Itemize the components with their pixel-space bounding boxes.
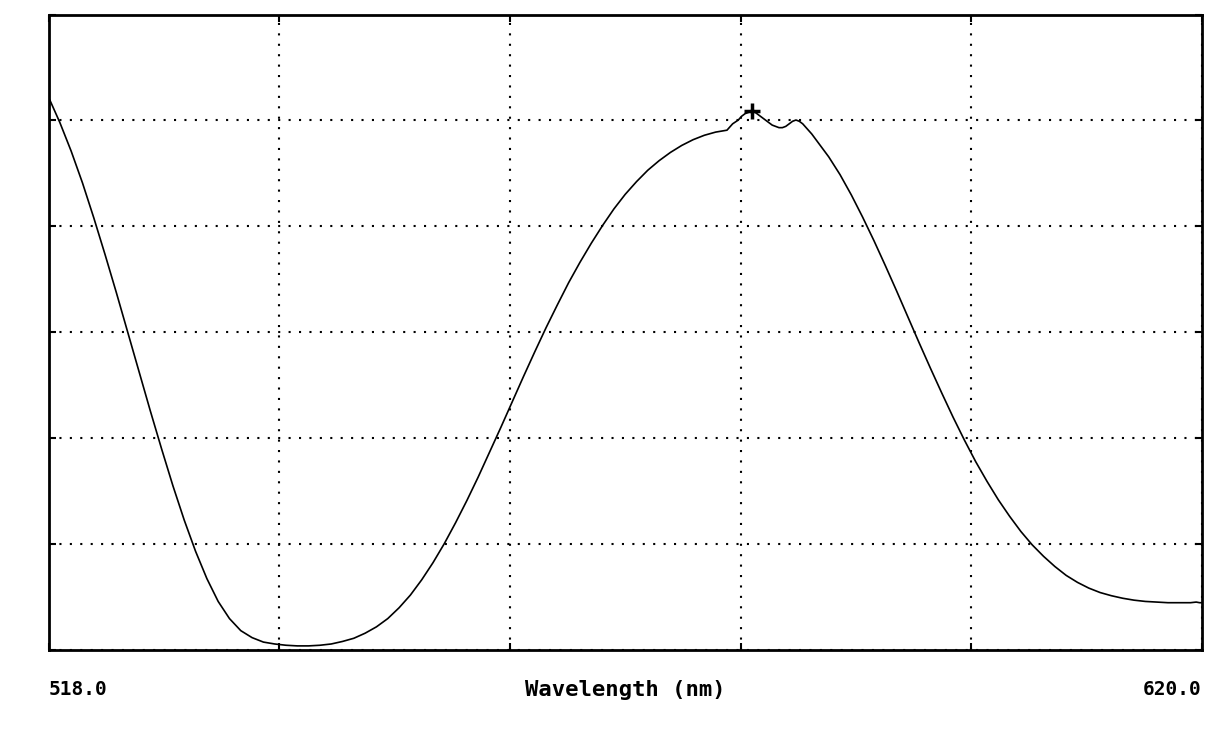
Text: 518.0: 518.0 — [49, 680, 107, 699]
Text: 620.0: 620.0 — [1144, 680, 1202, 699]
Text: Wavelength (nm): Wavelength (nm) — [524, 680, 726, 700]
